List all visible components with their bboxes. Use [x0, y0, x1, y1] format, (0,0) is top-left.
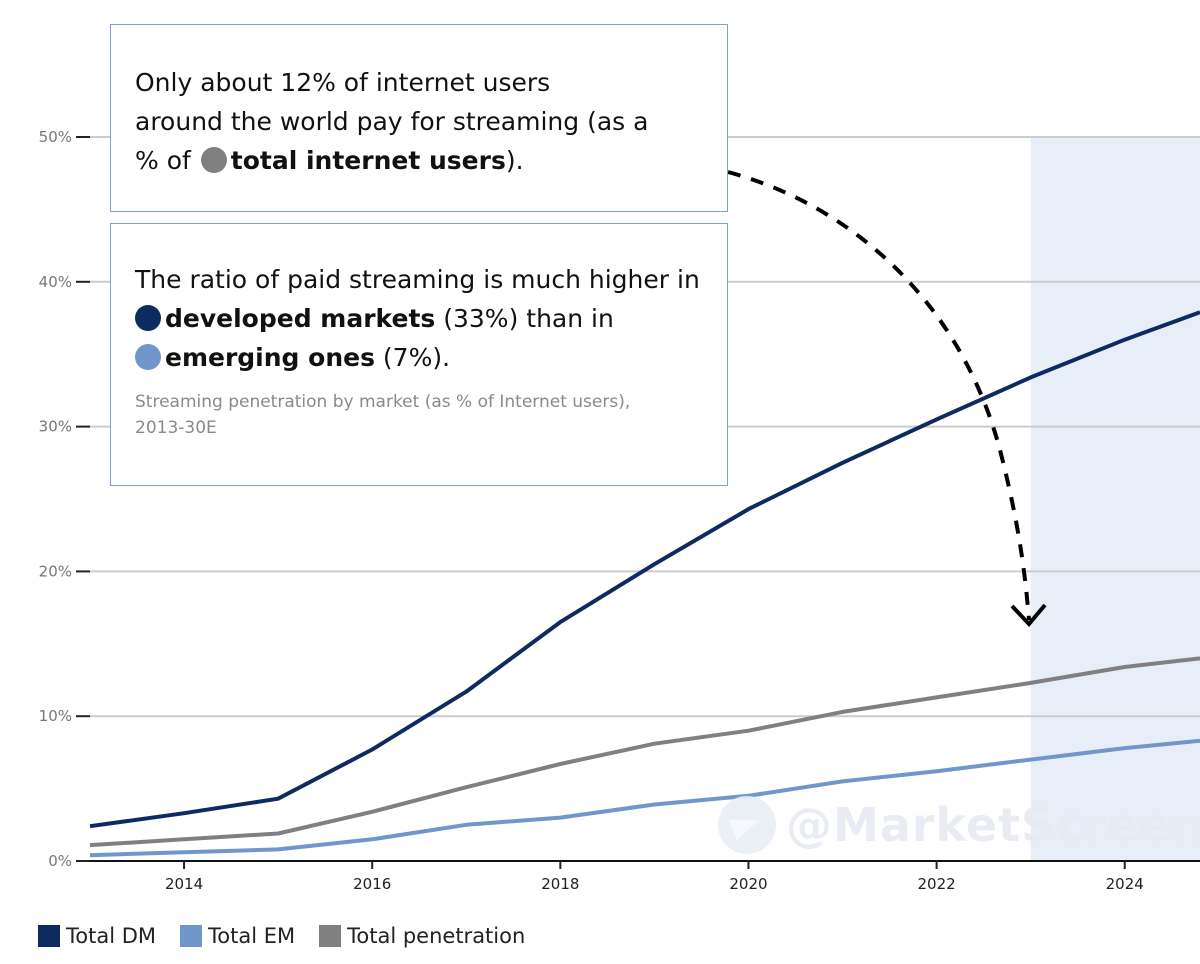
legend-label: Total DM [66, 924, 157, 948]
y-tick-label: 50% [39, 128, 72, 146]
annotation-2-em: emerging ones [165, 343, 375, 372]
y-tick-label: 10% [39, 707, 72, 725]
annotation-box-total: Only about 12% of internet users around … [110, 24, 728, 212]
total-dot-icon [200, 147, 227, 173]
series-line-total-penetration [89, 656, 1200, 848]
annotation-2-line-3: emerging ones (7%). [135, 338, 703, 377]
annotation-1-bold: total internet users [230, 146, 506, 175]
y-tick-label: 0% [48, 852, 72, 870]
annotation-2-dm-post: (33%) than in [435, 304, 614, 333]
x-tick-label: 2014 [165, 875, 203, 893]
series-line-total-dm [89, 310, 1200, 829]
chart-subtitle: Streaming penetration by market (as % of… [135, 389, 703, 441]
legend: Total DM Total EM Total penetration [38, 924, 525, 948]
legend-swatch [38, 925, 60, 947]
y-tick-label: 40% [39, 273, 72, 291]
legend-item: Total DM [38, 924, 156, 948]
y-tick-label: 20% [39, 562, 72, 580]
forecast-shade [1030, 137, 1200, 861]
legend-swatch [319, 925, 342, 947]
watermark-text: @MarketScreen [786, 798, 1200, 852]
dm-dot-icon [135, 305, 161, 331]
legend-item: Total penetration [319, 924, 525, 948]
annotation-2-line-1: The ratio of paid streaming is much high… [135, 265, 700, 294]
annotation-arrowhead [1010, 603, 1047, 628]
chart-subtitle-line-2: 2013-30E [135, 418, 217, 438]
x-tick-label: 2020 [729, 875, 767, 893]
series-line-total-em [89, 738, 1200, 858]
annotation-1-pre: % of [135, 146, 199, 175]
chart-subtitle-line-1: Streaming penetration by market (as % of… [135, 392, 631, 412]
watermark: @MarketScreen [718, 796, 1200, 854]
x-tick-label: 2022 [918, 875, 956, 893]
y-tick-label: 30% [39, 418, 72, 436]
legend-item: Total EM [180, 924, 295, 948]
annotation-1-line-2: around the world pay for streaming (as a [135, 107, 649, 136]
legend-swatch [180, 925, 203, 947]
em-dot-icon [135, 344, 161, 370]
annotation-2-line-2: developed markets (33%) than in [135, 299, 703, 338]
annotation-2-em-post: (7%). [374, 343, 451, 372]
legend-label: Total penetration [347, 924, 526, 948]
x-tick-label: 2024 [1106, 875, 1144, 893]
annotation-2-dm: developed markets [165, 304, 436, 333]
legend-label: Total EM [208, 924, 296, 948]
annotation-1-post: ). [505, 146, 524, 175]
annotation-box-markets: The ratio of paid streaming is much high… [110, 223, 728, 486]
annotation-1-line-3: % of total internet users). [135, 141, 703, 180]
x-tick-label: 2016 [353, 875, 391, 893]
annotation-arrow [727, 170, 1031, 621]
telegram-icon [718, 796, 776, 854]
annotation-1-line-1: Only about 12% of internet users [135, 68, 551, 97]
x-tick-label: 2018 [541, 875, 579, 893]
